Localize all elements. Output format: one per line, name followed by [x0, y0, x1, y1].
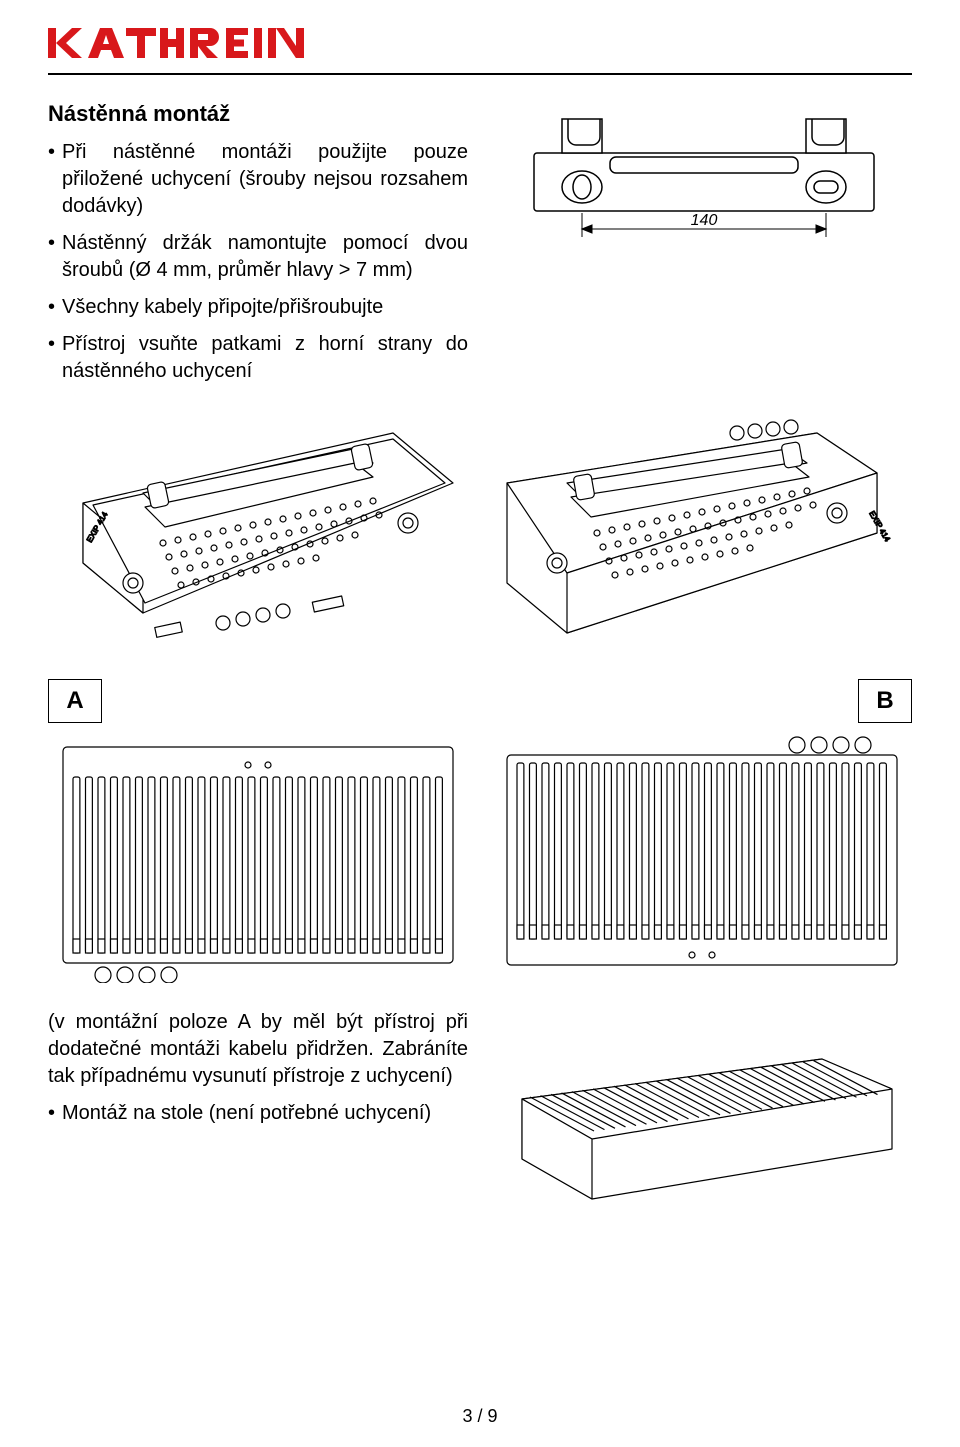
- bullet-item: Všechny kabely připojte/přišroubujte: [48, 294, 468, 321]
- bullet-item: Přístroj vsuňte patkami z horní strany d…: [48, 331, 468, 385]
- position-label-b: B: [858, 679, 912, 723]
- bullet-item: Montáž na stole (není potřebné uchycení): [48, 1100, 468, 1127]
- page-number: 3 / 9: [0, 1406, 960, 1427]
- position-label-a: A: [48, 679, 102, 723]
- device-front-b: [497, 733, 907, 983]
- dimension-label: 140: [691, 212, 718, 229]
- brand-logo: [48, 28, 912, 63]
- device-iso-view-b: EXIP 414: [497, 413, 907, 673]
- section-title: Nástěnná montáž: [48, 101, 468, 127]
- device-front-a: [53, 733, 463, 983]
- instruction-list: Při nástěnné montáži použijte pouze přil…: [48, 139, 468, 385]
- table-mount-list: Montáž na stole (není potřebné uchycení): [48, 1100, 468, 1127]
- note-paragraph: (v montážní poloze A by měl být přístroj…: [48, 1009, 468, 1090]
- wall-bracket-diagram: 140: [514, 109, 894, 279]
- header-rule: [48, 73, 912, 75]
- device-table-mount: [502, 1039, 902, 1209]
- bullet-item: Při nástěnné montáži použijte pouze přil…: [48, 139, 468, 220]
- bullet-item: Nástěnný držák namontujte pomocí dvou šr…: [48, 230, 468, 284]
- device-iso-view-a: EXIP 414: [53, 413, 463, 673]
